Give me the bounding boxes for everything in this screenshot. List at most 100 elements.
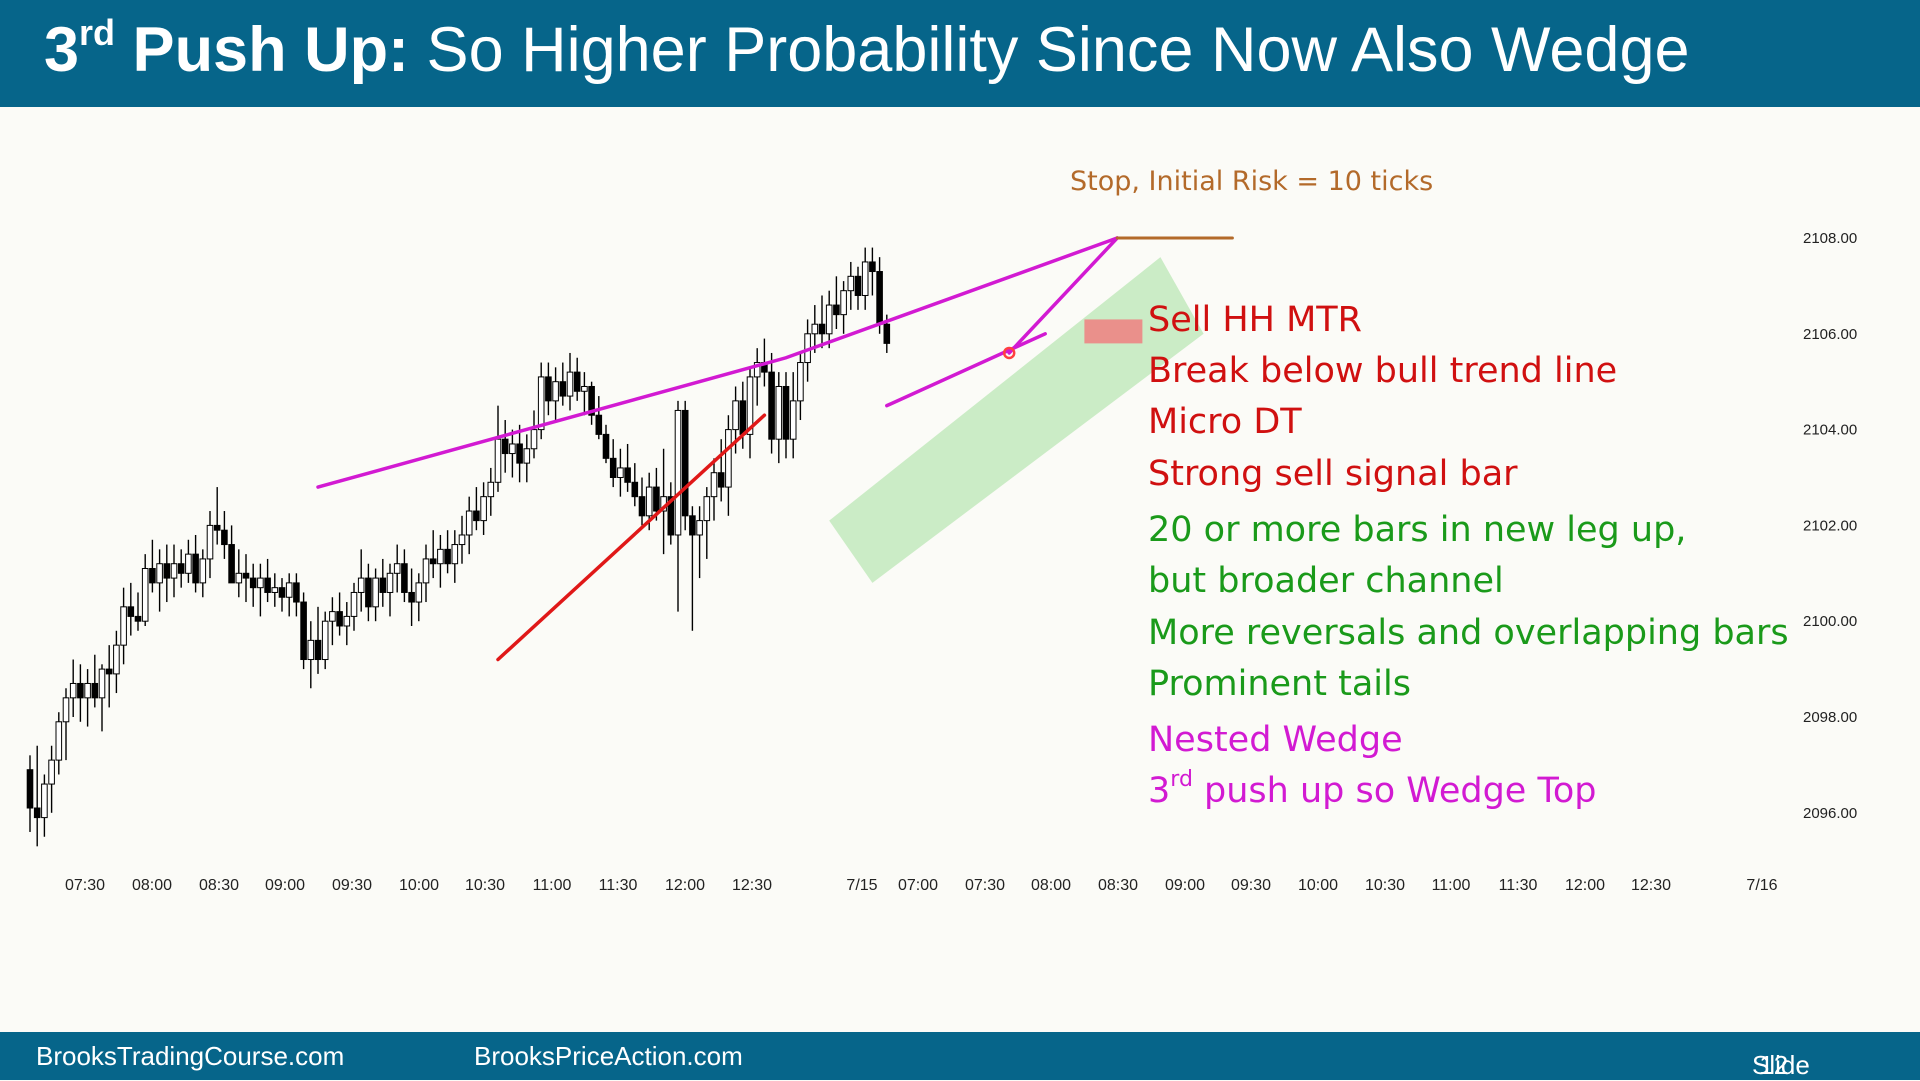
candle-body: [494, 438, 502, 483]
x-tick-label: 11:30: [1499, 877, 1538, 894]
candle-body: [228, 544, 235, 584]
candle-body: [595, 414, 603, 435]
x-tick-label: 09:30: [332, 877, 372, 894]
candle-body: [617, 467, 624, 479]
candle-body: [681, 409, 689, 517]
x-tick-label: 7/16: [1746, 877, 1777, 894]
x-tick-label: 08:30: [199, 877, 239, 894]
price-chart: 2108.00 2106.00 2104.00 2102.00 2100.00 2098.…: [26, 230, 1857, 894]
candle-body: [199, 558, 207, 584]
candle-body: [876, 271, 883, 325]
candle-body: [710, 472, 718, 498]
nested-wedge-line: [885, 332, 1047, 408]
candle-body: [732, 400, 739, 431]
candle-body: [357, 577, 365, 593]
candle-body: [559, 381, 567, 397]
candle-body: [775, 385, 783, 440]
wedge-line: [316, 236, 1119, 489]
x-tick-label: 09:00: [265, 877, 305, 894]
candle-body: [458, 534, 466, 546]
candle-body: [141, 568, 149, 622]
candle-body: [149, 568, 156, 584]
candle-body: [545, 376, 552, 402]
annotation-break-trend-line: Break below bull trend line: [1148, 351, 1618, 391]
y-tick-label: 2100.00: [1803, 613, 1857, 630]
candle-body: [429, 558, 437, 565]
y-tick-label: 2108.00: [1803, 230, 1857, 247]
candle-body: [451, 544, 459, 565]
candle-body: [739, 400, 747, 435]
y-tick-label: 2098.00: [1803, 709, 1857, 726]
stop-annotation: Stop, Initial Risk = 10 ticks: [1070, 166, 1434, 197]
candle-body: [638, 496, 646, 517]
slide-number: Slide 12: [1752, 1050, 1810, 1080]
candle-body: [487, 481, 495, 498]
candle-body: [300, 601, 307, 661]
candle-body: [883, 323, 891, 344]
candle-body: [631, 481, 639, 498]
x-tick-label: 09:30: [1231, 877, 1271, 894]
candle-body: [329, 611, 336, 622]
candle-body: [465, 510, 473, 536]
candle-body: [386, 572, 394, 593]
candle-body: [192, 553, 199, 584]
footer-site-1: BrooksTradingCourse.com: [36, 1041, 345, 1071]
candle-body: [415, 582, 423, 603]
x-tick-label: 12:30: [1631, 877, 1671, 894]
candle-body: [221, 529, 228, 546]
footer-site-2: BrooksPriceAction.com: [474, 1041, 743, 1071]
candle-body: [818, 323, 826, 335]
candle-body: [242, 572, 250, 579]
x-tick-label: 10:00: [1298, 877, 1338, 894]
candle-body: [703, 496, 711, 522]
candle-body: [257, 577, 264, 589]
candle-body: [278, 587, 286, 598]
candle-body: [321, 620, 329, 661]
x-tick-label: 07:30: [965, 877, 1005, 894]
annotation-wedge-top: 3rd push up so Wedge Top: [1148, 767, 1597, 811]
y-tick-label: 2102.00: [1803, 517, 1857, 534]
candle-body: [516, 443, 523, 464]
x-tick-label: 10:30: [465, 877, 505, 894]
x-tick-label: 11:00: [1432, 877, 1471, 894]
annotation-20-bars: 20 or more bars in new leg up,: [1148, 510, 1687, 550]
candle-body: [98, 668, 106, 699]
x-tick-label: 08:30: [1098, 877, 1138, 894]
candle-body: [581, 385, 588, 392]
annotation-nested-wedge: Nested Wedge: [1148, 720, 1403, 760]
annotation-strong-sell-signal: Strong sell signal bar: [1148, 454, 1518, 494]
candle-body: [537, 376, 545, 431]
candle-body: [573, 371, 581, 392]
candle-body: [847, 275, 855, 292]
candle-body: [48, 759, 55, 785]
candle-body: [746, 376, 754, 435]
x-tick-label: 07:30: [65, 877, 105, 894]
x-tick-label: 12:30: [732, 877, 772, 894]
candle-body: [249, 577, 257, 589]
candle-body: [753, 362, 761, 378]
candle-body: [264, 577, 271, 593]
candle-body: [401, 563, 408, 593]
y-tick-label: 2104.00: [1803, 422, 1857, 439]
annotation-broader-channel: but broader channel: [1148, 561, 1504, 601]
candle-body: [797, 362, 804, 402]
candle-body: [271, 587, 279, 593]
page-title: 3rd Push Up: So Higher Probability Since…: [44, 12, 1690, 85]
candle-body: [833, 304, 840, 316]
candle-body: [379, 577, 387, 593]
candle-body: [854, 275, 862, 296]
candle-body: [91, 682, 99, 699]
bull-trend-line: [496, 413, 767, 662]
candle-body: [530, 429, 538, 450]
title-bar: 3rd Push Up: So Higher Probability Since…: [0, 0, 1920, 107]
candle-body: [372, 577, 379, 608]
candle-body: [566, 371, 574, 397]
candle-body: [588, 385, 595, 416]
candle-body: [336, 611, 343, 627]
candle-body: [782, 385, 790, 440]
candle-body: [768, 371, 775, 440]
annotation-micro-dt: Micro DT: [1148, 402, 1302, 442]
x-tick-label: 12:00: [1565, 877, 1605, 894]
candle-body: [33, 807, 41, 819]
x-tick-label: 08:00: [132, 877, 172, 894]
